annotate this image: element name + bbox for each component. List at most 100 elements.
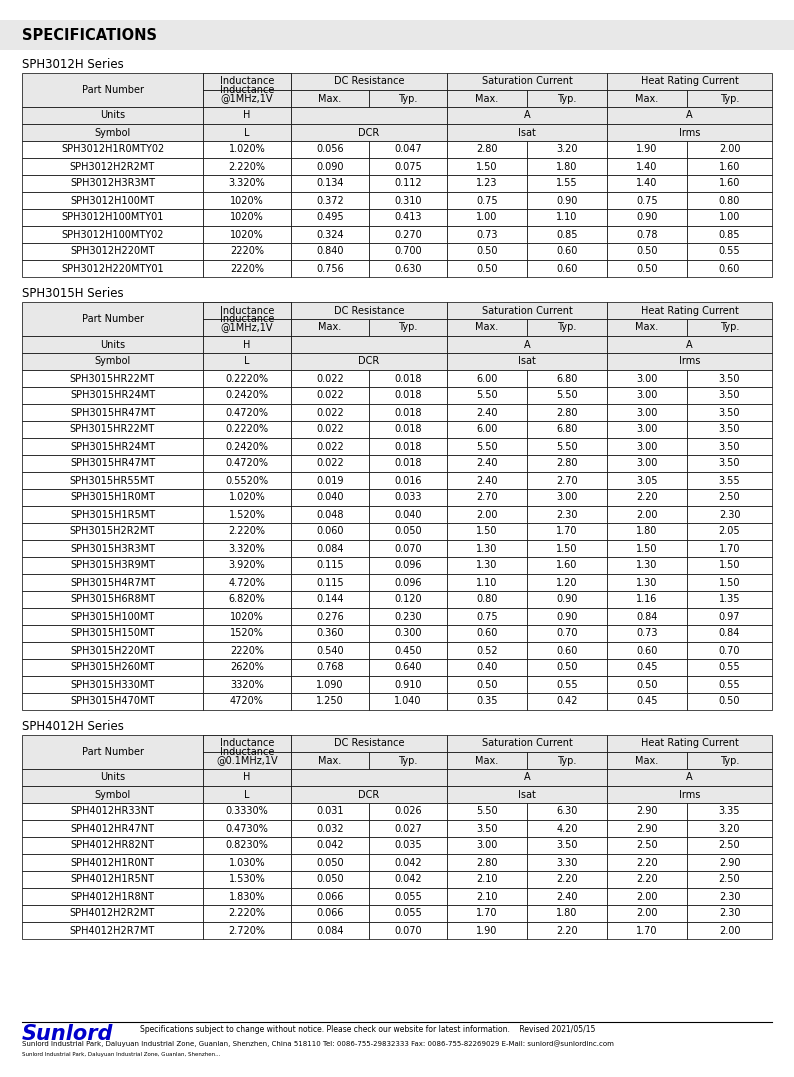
Text: L: L: [245, 356, 250, 366]
Bar: [607, 124, 772, 141]
Bar: [607, 557, 687, 574]
Text: SPH3015H3R9MT: SPH3015H3R9MT: [70, 560, 155, 571]
Text: SPH4012HR33NT: SPH4012HR33NT: [71, 807, 155, 816]
Bar: [22, 693, 203, 710]
Text: Saturation Current: Saturation Current: [482, 306, 572, 316]
Bar: [687, 387, 772, 404]
Text: 2.50: 2.50: [719, 492, 740, 503]
Text: 2.30: 2.30: [719, 892, 740, 901]
Bar: [607, 141, 687, 158]
Bar: [447, 454, 527, 472]
Text: SPECIFICATIONS: SPECIFICATIONS: [22, 28, 157, 42]
Bar: [369, 922, 447, 939]
Bar: [369, 226, 447, 243]
Text: 0.50: 0.50: [476, 680, 498, 689]
Text: 0.50: 0.50: [476, 247, 498, 256]
Text: 2.00: 2.00: [476, 509, 498, 519]
Bar: [203, 472, 291, 489]
Text: SPH3015H1R5MT: SPH3015H1R5MT: [70, 509, 155, 519]
Bar: [607, 226, 687, 243]
Bar: [203, 735, 291, 769]
Bar: [291, 540, 369, 557]
Bar: [291, 786, 447, 803]
Bar: [203, 141, 291, 158]
Bar: [291, 574, 369, 591]
Bar: [22, 676, 203, 693]
Text: 3.50: 3.50: [719, 459, 740, 468]
Text: 0.276: 0.276: [316, 612, 344, 621]
Text: 1.20: 1.20: [557, 577, 578, 587]
Bar: [203, 820, 291, 837]
Text: 0.115: 0.115: [316, 577, 344, 587]
Text: 0.84: 0.84: [719, 629, 740, 639]
Bar: [291, 124, 447, 141]
Text: 0.134: 0.134: [316, 179, 344, 188]
Bar: [203, 769, 291, 786]
Text: 0.360: 0.360: [316, 629, 344, 639]
Text: 0.495: 0.495: [316, 212, 344, 223]
Bar: [527, 226, 607, 243]
Text: 0.115: 0.115: [316, 560, 344, 571]
Bar: [203, 693, 291, 710]
Bar: [369, 557, 447, 574]
Bar: [291, 387, 369, 404]
Text: 3.920%: 3.920%: [229, 560, 265, 571]
Text: 0.640: 0.640: [395, 662, 422, 672]
Bar: [0, 20, 794, 50]
Text: 0.018: 0.018: [395, 374, 422, 383]
Text: A: A: [686, 339, 693, 350]
Text: 3.50: 3.50: [719, 407, 740, 418]
Text: 1.70: 1.70: [636, 925, 657, 936]
Text: 0.090: 0.090: [316, 162, 344, 171]
Text: 0.60: 0.60: [719, 264, 740, 274]
Text: 2.00: 2.00: [636, 892, 657, 901]
Bar: [607, 260, 687, 277]
Text: 0.90: 0.90: [557, 196, 578, 206]
Text: 0.50: 0.50: [636, 247, 657, 256]
Bar: [22, 871, 203, 889]
Text: 0.70: 0.70: [557, 629, 578, 639]
Bar: [369, 693, 447, 710]
Bar: [447, 659, 527, 676]
Text: Isat: Isat: [518, 127, 536, 138]
Bar: [22, 226, 203, 243]
Text: 0.050: 0.050: [316, 875, 344, 884]
Text: SPH3015H6R8MT: SPH3015H6R8MT: [70, 595, 155, 604]
Text: 0.768: 0.768: [316, 662, 344, 672]
Bar: [687, 370, 772, 387]
Text: @0.1MHz,1V: @0.1MHz,1V: [216, 755, 278, 766]
Bar: [369, 659, 447, 676]
Bar: [22, 141, 203, 158]
Bar: [291, 353, 447, 370]
Bar: [447, 209, 527, 226]
Bar: [527, 506, 607, 523]
Bar: [369, 319, 447, 336]
Text: L: L: [245, 789, 250, 799]
Text: SPH3015H3R3MT: SPH3015H3R3MT: [70, 544, 155, 554]
Text: Max.: Max.: [635, 94, 659, 103]
Text: SPH4012H Series: SPH4012H Series: [22, 721, 124, 733]
Text: DCR: DCR: [358, 789, 380, 799]
Text: SPH4012HR82NT: SPH4012HR82NT: [71, 840, 155, 851]
Bar: [687, 209, 772, 226]
Bar: [607, 438, 687, 454]
Bar: [22, 642, 203, 659]
Bar: [203, 336, 291, 353]
Bar: [527, 574, 607, 591]
Bar: [369, 260, 447, 277]
Text: Isat: Isat: [518, 356, 536, 366]
Bar: [607, 404, 687, 421]
Text: 0.60: 0.60: [476, 629, 498, 639]
Bar: [22, 591, 203, 609]
Bar: [22, 353, 203, 370]
Text: 2.220%: 2.220%: [229, 527, 265, 536]
Text: 0.2220%: 0.2220%: [225, 374, 268, 383]
Bar: [607, 489, 687, 506]
Text: Saturation Current: Saturation Current: [482, 739, 572, 749]
Bar: [607, 786, 772, 803]
Text: A: A: [524, 111, 530, 121]
Bar: [607, 854, 687, 871]
Bar: [527, 319, 607, 336]
Text: Inductance: Inductance: [220, 747, 274, 757]
Text: 1.80: 1.80: [557, 162, 578, 171]
